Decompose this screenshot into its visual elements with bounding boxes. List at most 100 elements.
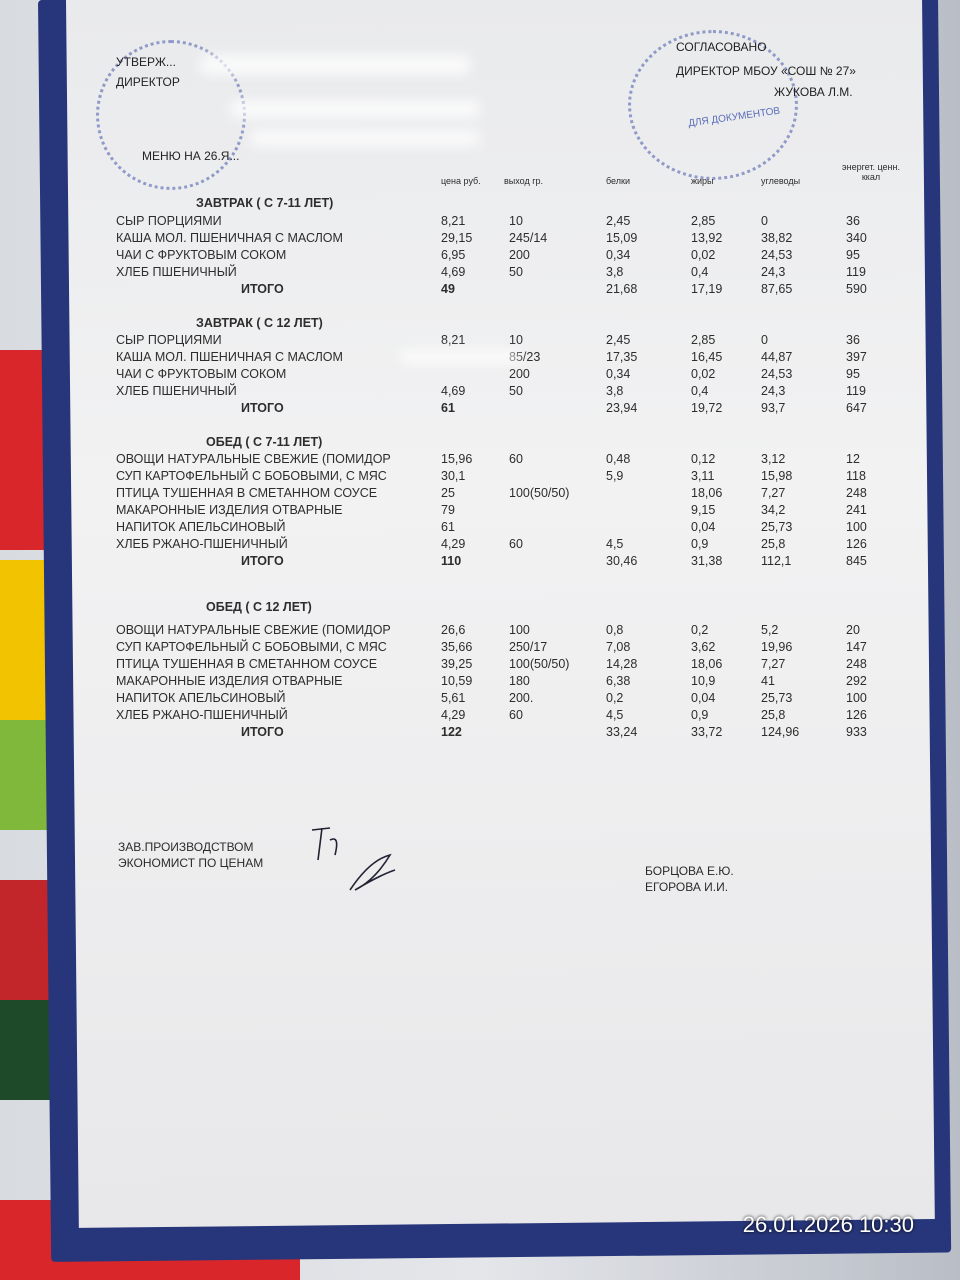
cell: ЧАИ С ФРУКТОВЫМ СОКОМ: [116, 367, 287, 381]
cell: 25: [441, 486, 455, 500]
cell: 100: [846, 691, 867, 705]
cell: ХЛЕБ РЖАНО-ПШЕНИЧНЫЙ: [116, 708, 288, 722]
cell: СУП КАРТОФЕЛЬНЫЙ С БОБОВЫМИ, С МЯС: [116, 469, 387, 483]
col-fat: жиры: [691, 176, 714, 186]
table-row: ЧАИ С ФРУКТОВЫМ СОКОМ 6,95 200 0,34 0,02 24,5…: [116, 248, 896, 265]
cell: 24,53: [761, 367, 793, 381]
cell: 3,8: [606, 384, 624, 398]
cell: 3,8: [606, 265, 624, 279]
light-reflection: [250, 130, 480, 146]
total-row: ИТОГО 110 30,46 31,38 112,1 845: [116, 554, 896, 571]
cell: 26,6: [441, 623, 466, 637]
cell: 10: [509, 214, 523, 228]
cell: 30,1: [441, 469, 466, 483]
cell: 33,24: [606, 725, 638, 739]
cell: 122: [441, 725, 462, 739]
cell: 60: [509, 708, 523, 722]
cell: 5,61: [441, 691, 466, 705]
cell: 0,04: [691, 691, 716, 705]
light-reflection: [230, 100, 480, 118]
cell: 248: [846, 486, 867, 500]
cell: 4,29: [441, 708, 466, 722]
table-row: НАПИТОК АПЕЛЬСИНОВЫЙ 5,61 200. 0,2 0,04 25,73…: [116, 691, 896, 708]
cell: 87,65: [761, 282, 793, 296]
cell: 14,28: [606, 657, 638, 671]
section-title: ОБЕД ( С 7-11 ЛЕТ): [206, 435, 323, 449]
cell: 44,87: [761, 350, 793, 364]
cell: 95: [846, 248, 860, 262]
cell: 25,73: [761, 520, 793, 534]
cell: 24,3: [761, 265, 786, 279]
cell: 2,45: [606, 214, 631, 228]
cell: 13,92: [691, 231, 723, 245]
cell: 0,8: [606, 623, 624, 637]
cell: 61: [441, 401, 455, 415]
cell: 50: [509, 384, 523, 398]
column-headers: цена руб. выход гр. белки жиры углеводы …: [116, 162, 900, 193]
cell: 10,9: [691, 674, 716, 688]
photo-timestamp: 26.01.2026 10:30: [742, 1212, 914, 1237]
cell: 25,8: [761, 708, 786, 722]
cell: СУП КАРТОФЕЛЬНЫЙ С БОБОВЫМИ, С МЯС: [116, 640, 387, 654]
cell: 8,21: [441, 214, 466, 228]
cell: 0,04: [691, 520, 716, 534]
cell: ИТОГО: [241, 401, 284, 415]
cell: 2,45: [606, 333, 631, 347]
cell: 245/14: [509, 231, 548, 245]
cell: 7,27: [761, 486, 786, 500]
cell: 340: [846, 231, 867, 245]
light-reflection: [200, 55, 470, 75]
cell: 292: [846, 674, 867, 688]
table-row: ПТИЦА ТУШЕННАЯ В СМЕТАННОМ СОУСЕ 25 100(50…: [116, 486, 896, 503]
table-row: ХЛЕБ РЖАНО-ПШЕНИЧНЫЙ 4,29 60 4,5 0,9 25,8 126: [116, 537, 896, 554]
stamp-right: [628, 30, 798, 180]
cell: 31,38: [691, 554, 723, 568]
cell: 49: [441, 282, 455, 296]
section-header: ОБЕД ( С 7-11 ЛЕТ): [116, 435, 896, 452]
cell: 100(50/50): [509, 486, 570, 500]
cell: 3,12: [761, 452, 786, 466]
cell: ОВОЩИ НАТУРАЛЬНЫЕ СВЕЖИЕ (ПОМИДОР: [116, 623, 391, 637]
cell: 397: [846, 350, 867, 364]
cell: 0,9: [691, 708, 709, 722]
cell: 0: [761, 333, 768, 347]
cell: ПТИЦА ТУШЕННАЯ В СМЕТАННОМ СОУСЕ: [116, 486, 378, 500]
col-carbs: углеводы: [761, 176, 801, 186]
cell: 248: [846, 657, 867, 671]
section-header: ОБЕД ( С 12 ЛЕТ): [116, 600, 896, 617]
cell: 180: [509, 674, 530, 688]
cell: 50: [509, 265, 523, 279]
cell: 25,73: [761, 691, 793, 705]
cell: 6,38: [606, 674, 631, 688]
cell: 0,4: [691, 265, 709, 279]
cell: 7,27: [761, 657, 786, 671]
light-reflection: [400, 350, 520, 364]
cell: 845: [846, 554, 867, 568]
cell: 93,7: [761, 401, 786, 415]
cell: 15,96: [441, 452, 473, 466]
cell: 119: [846, 265, 866, 279]
cell: 5,9: [606, 469, 624, 483]
cell: 100: [509, 623, 530, 637]
footer-right-2: ЕГОРОВА И.И.: [645, 880, 729, 894]
cell: 25,8: [761, 537, 786, 551]
cell: 0,2: [691, 623, 709, 637]
director-name: ЖУКОВА Л.М.: [774, 85, 853, 99]
table-row: НАПИТОК АПЕЛЬСИНОВЫЙ 61 0,04 25,73 100: [116, 520, 896, 537]
cell: 647: [846, 401, 867, 415]
cell: МАКАРОННЫЕ ИЗДЕЛИЯ ОТВАРНЫЕ: [116, 674, 343, 688]
cell: 9,15: [691, 503, 716, 517]
table-row: СЫР ПОРЦИЯМИ 8,21 10 2,45 2,85 0 36: [116, 333, 896, 350]
cell: ХЛЕБ РЖАНО-ПШЕНИЧНЫЙ: [116, 537, 288, 551]
cell: 933: [846, 725, 867, 739]
cell: ЧАИ С ФРУКТОВЫМ СОКОМ: [116, 248, 287, 262]
cell: 4,5: [606, 537, 624, 551]
cell: 95: [846, 367, 860, 381]
cell: ХЛЕБ ПШЕНИЧНЫЙ: [116, 265, 237, 279]
cell: 590: [846, 282, 867, 296]
table-row: ОВОЩИ НАТУРАЛЬНЫЕ СВЕЖИЕ (ПОМИДОР 15,96 60…: [116, 452, 896, 469]
cell: 7,08: [606, 640, 631, 654]
cell: 61: [441, 520, 455, 534]
cell: 0,34: [606, 367, 631, 381]
cell: 124,96: [761, 725, 800, 739]
